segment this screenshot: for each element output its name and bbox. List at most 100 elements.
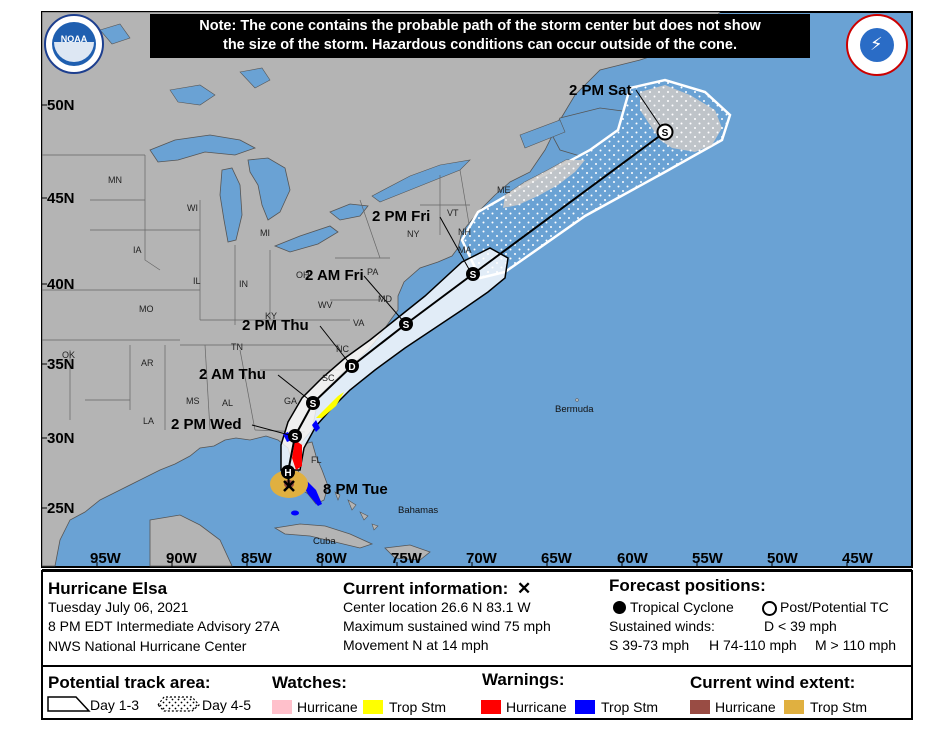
lat-label-25n: 25N <box>47 500 75 517</box>
state-label-fl: FL <box>311 455 322 465</box>
label-leaders <box>251 89 664 437</box>
h-definition: H 74-110 mph <box>709 637 797 653</box>
state-label-ga: GA <box>284 396 298 406</box>
current-position-x <box>283 480 295 492</box>
day1-3-swatch <box>47 696 91 712</box>
place-bahamas: Bahamas <box>398 505 439 516</box>
state-label-md: MD <box>378 294 392 304</box>
current-x-symbol: ✕ <box>517 579 532 598</box>
state-label-mn: MN <box>108 175 122 185</box>
state-label-pa: PA <box>367 267 379 277</box>
day4-5-swatch <box>157 696 200 712</box>
hispaniola <box>384 544 431 561</box>
lon-ticks <box>96 562 848 567</box>
state-label-nc: NC <box>336 344 349 354</box>
current-info-title-text: Current information: <box>343 579 509 598</box>
lat-label-30n: 30N <box>47 430 75 447</box>
lat-label-50n: 50N <box>47 97 75 114</box>
state-label-sc: SC <box>322 373 335 383</box>
state-label-oh: OH <box>296 270 310 280</box>
noaa-logo: NOAA <box>44 14 104 74</box>
label-2pm-fri: 2 PM Fri <box>372 208 431 225</box>
national-weather-service-logo: ⚡ <box>846 14 908 76</box>
trop-stm-watch-label: Trop Stm <box>389 699 447 715</box>
lat-label-45n: 45N <box>47 190 75 207</box>
state-label-wi: WI <box>187 203 198 213</box>
state-label-ny: NY <box>407 229 420 239</box>
label-2am-thu: 2 AM Thu <box>199 366 266 383</box>
label-2pm-wed: 2 PM Wed <box>171 416 242 433</box>
state-label-wv: WV <box>318 300 333 310</box>
label-2pm-sat: 2 PM Sat <box>569 82 632 99</box>
hurricane-warning-label: Hurricane <box>506 699 567 715</box>
lon-label-50w: 50W <box>767 550 798 567</box>
lon-label-60w: 60W <box>617 550 648 567</box>
state-label-ky: KY <box>265 311 278 321</box>
lake-superior <box>149 134 256 163</box>
movement: Movement N at 14 mph <box>343 637 489 653</box>
lon-label-45w: 45W <box>842 550 873 567</box>
storm-name: Hurricane Elsa <box>48 579 168 598</box>
post-tc-label: Post/Potential TC <box>780 599 889 615</box>
lon-label-75w: 75W <box>391 550 422 567</box>
lon-label-90w: 90W <box>166 550 197 567</box>
state-label-il: IL <box>193 276 201 286</box>
state-borders <box>42 154 471 433</box>
trop-stm-warning-keys <box>291 510 299 516</box>
lake-erie <box>273 225 339 253</box>
state-label-me: ME <box>497 185 511 195</box>
tropical-cyclone-label: Tropical Cyclone <box>630 599 734 615</box>
place-cuba: Cuba <box>313 536 336 547</box>
day1-3-label: Day 1-3 <box>90 697 140 713</box>
state-label-ar: AR <box>141 358 154 368</box>
potential-track-title: Potential track area: <box>48 673 211 692</box>
warnings-title: Warnings: <box>482 670 565 689</box>
d-definition: D < 39 mph <box>764 618 837 634</box>
svg-text:S: S <box>470 270 477 281</box>
hurricane-watch-label: Hurricane <box>297 699 358 715</box>
label-2am-fri: 2 AM Fri <box>305 267 364 284</box>
svg-text:S: S <box>662 128 669 139</box>
advisory-number: 8 PM EDT Intermediate Advisory 27A <box>48 618 280 634</box>
hurricane-wind-swatch <box>690 700 710 714</box>
state-label-la: LA <box>143 416 155 426</box>
post-tc-icon <box>762 601 777 616</box>
state-label-va: VA <box>353 318 365 328</box>
lon-label-55w: 55W <box>692 550 723 567</box>
svg-text:D: D <box>348 362 355 373</box>
state-label-mi: MI <box>260 228 270 238</box>
note-line-2: the size of the storm. Hazardous conditi… <box>222 37 737 53</box>
lake-huron <box>247 157 291 221</box>
issuing-center: NWS National Hurricane Center <box>48 638 247 654</box>
state-label-ms: MS <box>186 396 200 406</box>
hurricane-warning <box>292 440 302 470</box>
state-label-in: IN <box>239 279 248 289</box>
svg-text:S: S <box>403 320 410 331</box>
trop-stm-warning-swatch <box>575 700 595 714</box>
cone-disclaimer-note: Note: The cone contains the probable pat… <box>150 14 810 58</box>
lon-label-65w: 65W <box>541 550 572 567</box>
lake-michigan <box>219 167 243 243</box>
sustained-winds-label: Sustained winds: <box>609 618 715 634</box>
legend-frame <box>41 570 913 720</box>
trop-stm-watch <box>316 392 344 418</box>
hurricane-watch-swatch <box>272 700 292 714</box>
trop-stm-warning-atlantic <box>312 420 320 432</box>
state-label-al: AL <box>222 398 234 408</box>
hurricane-wind-label: Hurricane <box>715 699 776 715</box>
storm-date: Tuesday July 06, 2021 <box>48 599 189 615</box>
lon-label-95w: 95W <box>90 550 121 567</box>
hurricane-warning-swatch <box>481 700 501 714</box>
svg-text:H: H <box>284 468 291 479</box>
lat-label-35n: 35N <box>47 356 75 373</box>
max-wind: Maximum sustained wind 75 mph <box>343 618 551 634</box>
m-definition: M > 110 mph <box>815 637 897 653</box>
center-location: Center location 26.6 N 83.1 W <box>343 599 531 615</box>
state-label-mo: MO <box>139 304 154 314</box>
place-bermuda: Bermuda <box>555 404 594 415</box>
svg-text:S: S <box>292 432 299 443</box>
svg-text:S: S <box>310 399 317 410</box>
cuba <box>273 523 374 549</box>
lat-label-40n: 40N <box>47 276 75 293</box>
